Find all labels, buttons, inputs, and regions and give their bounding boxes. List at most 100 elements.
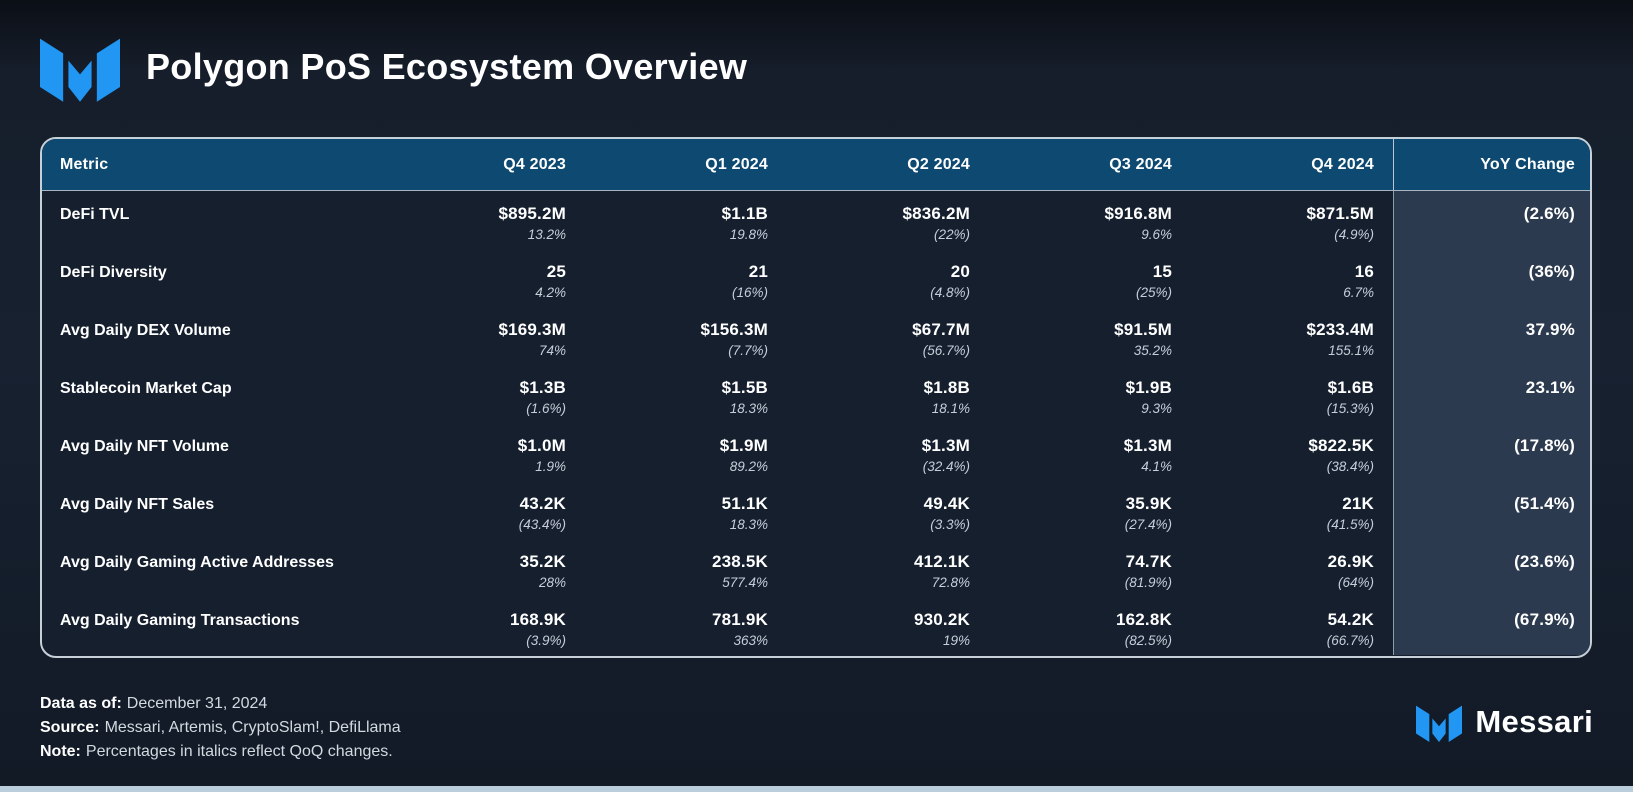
cell-qoq-change: 18.3%	[729, 517, 768, 532]
yoy-value: (67.9%)	[1514, 610, 1575, 629]
table-row: DeFi Diversity 25 4.2% 21 (16%) 20 (4.8%…	[42, 249, 1590, 307]
table-row: Avg Daily Gaming Active Addresses 35.2K …	[42, 539, 1590, 597]
cell-value: 49.4K	[923, 494, 970, 513]
bottom-accent-bar	[0, 786, 1633, 792]
quarter-cell-q4-2024: 21K (41.5%)	[1191, 481, 1393, 539]
metric-label: Avg Daily Gaming Active Addresses	[60, 554, 334, 571]
quarter-cell-q1-2024: 781.9K 363%	[585, 597, 787, 655]
column-header-q1-2024: Q1 2024	[705, 155, 768, 173]
messari-logo-icon	[1416, 705, 1463, 742]
cell-qoq-change: 35.2%	[1133, 343, 1172, 358]
cell-qoq-change: 18.1%	[931, 401, 970, 416]
cell-qoq-change: 74%	[538, 343, 566, 358]
cell-value: $916.8M	[1104, 204, 1172, 223]
quarter-cell-q4-2023: $169.3M 74%	[383, 307, 585, 365]
quarter-cell-q1-2024: 51.1K 18.3%	[585, 481, 787, 539]
cell-qoq-change: (1.6%)	[526, 401, 566, 416]
column-header-metric: Metric	[60, 155, 109, 173]
cell-value: $1.9B	[1125, 378, 1172, 397]
cell-qoq-change: (3.3%)	[930, 517, 970, 532]
cell-value: 74.7K	[1125, 552, 1172, 571]
cell-qoq-change: 72.8%	[931, 575, 970, 590]
cell-qoq-change: (41.5%)	[1326, 517, 1374, 532]
yoy-value: 37.9%	[1525, 320, 1575, 339]
column-header-q4-2024: Q4 2024	[1311, 155, 1374, 173]
cell-value: $1.5B	[721, 378, 768, 397]
footnote-source: Source: Messari, Artemis, CryptoSlam!, De…	[40, 716, 401, 740]
cell-value: 54.2K	[1327, 610, 1374, 629]
source-value: Messari, Artemis, CryptoSlam!, DefiLlama	[104, 719, 401, 736]
note-value: Percentages in italics reflect QoQ chang…	[85, 743, 393, 760]
cell-qoq-change: 4.1%	[1141, 459, 1172, 474]
table-row: Avg Daily NFT Volume $1.0M 1.9% $1.9M 89…	[42, 423, 1590, 481]
cell-value: 412.1K	[913, 552, 970, 571]
cell-qoq-change: (16%)	[731, 285, 768, 300]
quarter-cell-q3-2024: 15 (25%)	[989, 249, 1191, 307]
brand-wordmark: Messari	[1475, 704, 1593, 739]
quarter-cell-q4-2024: 16 6.7%	[1191, 249, 1393, 307]
column-header-q3-2024: Q3 2024	[1109, 155, 1172, 173]
cell-qoq-change: 6.7%	[1343, 285, 1374, 300]
cell-value: 16	[1354, 262, 1374, 281]
cell-value: $895.2M	[498, 204, 566, 223]
quarter-cell-q4-2024: $233.4M 155.1%	[1191, 307, 1393, 365]
footnotes: Data as of: December 31, 2024 Source: Mess…	[40, 692, 401, 764]
yoy-cell: (51.4%)	[1393, 481, 1590, 539]
quarter-cell-q4-2024: $1.6B (15.3%)	[1191, 365, 1393, 423]
quarter-cell-q2-2024: $836.2M (22%)	[787, 191, 989, 249]
table-row: Avg Daily Gaming Transactions 168.9K (3.…	[42, 597, 1590, 655]
yoy-value: (17.8%)	[1514, 436, 1575, 455]
quarter-cell-q4-2024: 54.2K (66.7%)	[1191, 597, 1393, 655]
cell-value: 26.9K	[1327, 552, 1374, 571]
cell-value: 930.2K	[913, 610, 970, 629]
cell-qoq-change: (25%)	[1135, 285, 1172, 300]
cell-value: $91.5M	[1114, 320, 1172, 339]
cell-qoq-change: 89.2%	[729, 459, 768, 474]
quarter-cell-q4-2023: 43.2K (43.4%)	[383, 481, 585, 539]
cell-value: 15	[1152, 262, 1172, 281]
quarter-cell-q4-2024: $871.5M (4.9%)	[1191, 191, 1393, 249]
yoy-value: 23.1%	[1525, 378, 1575, 397]
yoy-cell: (23.6%)	[1393, 539, 1590, 597]
cell-qoq-change: 9.3%	[1141, 401, 1172, 416]
cell-qoq-change: 19%	[942, 633, 970, 648]
quarter-cell-q3-2024: 74.7K (81.9%)	[989, 539, 1191, 597]
cell-qoq-change: 9.6%	[1141, 227, 1172, 242]
quarter-cell-q3-2024: 162.8K (82.5%)	[989, 597, 1191, 655]
yoy-cell: (67.9%)	[1393, 597, 1590, 655]
cell-qoq-change: (82.5%)	[1124, 633, 1172, 648]
cell-qoq-change: 19.8%	[729, 227, 768, 242]
quarter-cell-q4-2023: 35.2K 28%	[383, 539, 585, 597]
cell-value: $1.1B	[721, 204, 768, 223]
cell-value: 51.1K	[721, 494, 768, 513]
quarter-cell-q3-2024: $91.5M 35.2%	[989, 307, 1191, 365]
cell-qoq-change: (56.7%)	[922, 343, 970, 358]
cell-value: 35.2K	[519, 552, 566, 571]
quarter-cell-q2-2024: 20 (4.8%)	[787, 249, 989, 307]
quarter-cell-q4-2023: $1.3B (1.6%)	[383, 365, 585, 423]
cell-value: $1.6B	[1327, 378, 1374, 397]
metric-label: DeFi Diversity	[60, 264, 167, 281]
source-label: Source:	[40, 719, 100, 736]
yoy-cell: (36%)	[1393, 249, 1590, 307]
column-header-q2-2024: Q2 2024	[907, 155, 970, 173]
cell-value: $1.8B	[923, 378, 970, 397]
cell-value: 20	[950, 262, 970, 281]
quarter-cell-q1-2024: $1.9M 89.2%	[585, 423, 787, 481]
cell-value: $822.5K	[1308, 436, 1374, 455]
cell-qoq-change: (15.3%)	[1326, 401, 1374, 416]
cell-qoq-change: (7.7%)	[728, 343, 768, 358]
cell-value: 781.9K	[711, 610, 768, 629]
cell-value: 162.8K	[1115, 610, 1172, 629]
cell-value: $1.0M	[517, 436, 566, 455]
yoy-cell: (17.8%)	[1393, 423, 1590, 481]
cell-qoq-change: (32.4%)	[922, 459, 970, 474]
brand-lockup: Messari	[1416, 702, 1593, 742]
metrics-table: Metric Q4 2023 Q1 2024 Q2 2024 Q3 2024 Q…	[40, 137, 1592, 658]
cell-qoq-change: 577.4%	[722, 575, 768, 590]
cell-value: $1.9M	[719, 436, 768, 455]
quarter-cell-q1-2024: $156.3M (7.7%)	[585, 307, 787, 365]
cell-qoq-change: (22%)	[933, 227, 970, 242]
quarter-cell-q4-2024: $822.5K (38.4%)	[1191, 423, 1393, 481]
cell-qoq-change: 363%	[733, 633, 768, 648]
